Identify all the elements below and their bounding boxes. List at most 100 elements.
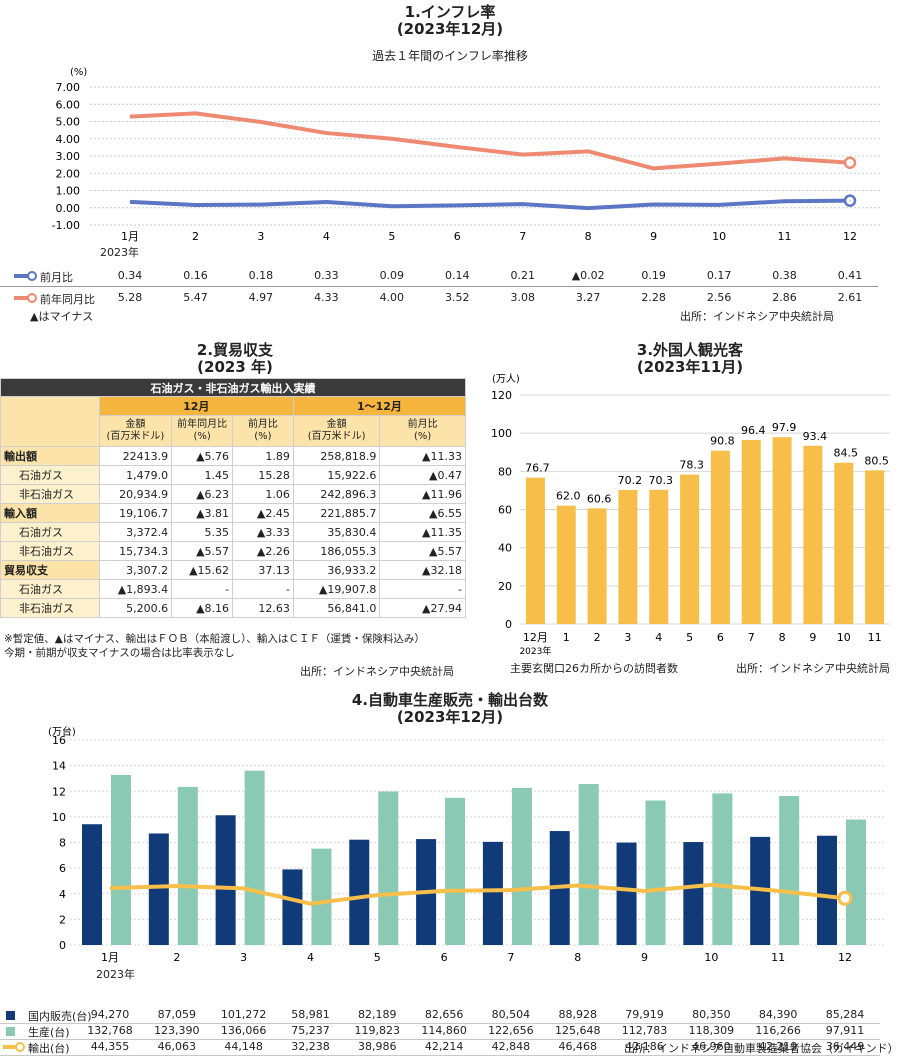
trade-note-1: ※暫定値、▲はマイナス、輸出はＦＯＢ（本船渡し）、輸入はＣＩＦ（運賃・保険料込み…	[4, 633, 425, 645]
auto-value-cell: 114,860	[421, 1024, 467, 1037]
auto-value-cell: 101,272	[220, 1008, 267, 1021]
auto-bar-0	[817, 835, 837, 945]
tourist-data-label: 97.9	[772, 421, 797, 434]
table-row: 非石油ガス 20,934.9 ▲6.23 1.06 242,896.3 ▲11.96	[0, 484, 466, 504]
inflation-point	[718, 163, 720, 165]
inflation-value-cell: 5.28	[117, 291, 143, 304]
inflation-series-line-0	[129, 198, 851, 211]
inflation-xtick-label: 4	[323, 230, 330, 243]
inflation-value-cell: 2.86	[772, 291, 797, 304]
tourist-data-label: 60.6	[587, 492, 612, 505]
trade-cell: 56,841.0	[292, 598, 381, 618]
inflation-ytick-label: 6.00	[56, 98, 81, 111]
auto-value-cell: 44,355	[90, 1040, 130, 1053]
inflation-value-cell: 0.33	[314, 269, 339, 282]
tourist-data-label: 70.2	[618, 474, 643, 487]
inflation-xtick-label: 7	[519, 230, 526, 243]
inflation-point	[456, 204, 458, 206]
tourist-data-label: 84.5	[834, 447, 859, 460]
trade-column-header: 前月比 (%)	[379, 415, 466, 447]
tourist-unit-label: (万人)	[492, 373, 520, 385]
legend-swatch-icon	[3, 1042, 25, 1052]
tourist-bar	[618, 490, 638, 624]
trade-cell: ▲1,893.4	[98, 579, 173, 599]
inflation-ytick-label: 5.00	[56, 116, 81, 129]
legend-swatch-marker	[15, 1042, 25, 1052]
auto-value-cell: 46,468	[558, 1040, 597, 1053]
auto-value-cell: 94,270	[90, 1008, 130, 1021]
trade-row-label: 非石油ガス	[0, 541, 100, 561]
auto-xtick-label: 10	[704, 951, 718, 964]
inflation-point	[129, 201, 131, 203]
auto-ytick-label: 4	[59, 888, 66, 901]
tourist-data-label: 90.8	[710, 435, 735, 448]
auto-value-cell: 38,986	[358, 1040, 397, 1053]
inflation-xtick-label: 8	[585, 230, 592, 243]
inflation-point	[784, 157, 786, 159]
trade-cell: 36,933.2	[292, 560, 381, 580]
trade-cell: ▲0.47	[379, 465, 466, 485]
inflation-source: 出所：インドネシア中央統計局	[680, 310, 834, 323]
trade-row-label: 石油ガス	[0, 522, 100, 542]
tourist-xtick-label: 11	[868, 631, 882, 644]
legend-swatch-box	[6, 1011, 15, 1020]
legend-swatch-icon	[14, 271, 37, 281]
section3-heading: 3.外国人観光客	[636, 341, 744, 359]
auto-value-cell: 119,823	[354, 1024, 401, 1037]
inflation-point	[260, 204, 262, 206]
auto-value-cell: 42,848	[491, 1040, 531, 1053]
tourist-bar	[772, 437, 792, 624]
trade-cell: ▲8.16	[171, 598, 234, 618]
auto-ytick-label: 14	[52, 760, 66, 773]
tourist-ytick-label: 20	[498, 580, 512, 593]
auto-bar-0	[482, 841, 503, 945]
inflation-point	[784, 200, 786, 202]
trade-balance-table: 石油ガス・非石油ガス輸出入実績 12月 1～12月 金額 (百万米ドル) 前年同月…	[0, 378, 467, 618]
tourist-source: 出所：インドネシア中央統計局	[736, 662, 890, 675]
auto-legend-divider	[0, 1039, 880, 1040]
tourist-xtick-label: 9	[809, 631, 816, 644]
trade-cell: 5.35	[171, 522, 234, 542]
inflation-legend-row: 前月比 0.34 0.16 0.18 0.33 0.09 0.14 0.21 ▲0.02 0.19…	[0, 268, 900, 286]
inflation-value-cell: 3.08	[510, 291, 535, 304]
inflation-value-cell: 0.19	[641, 269, 666, 282]
inflation-line-chart: (%) 7.00 6.00 5.00 4.00 3.00 2.00 1.00 0.00 -1.00…	[52, 67, 880, 243]
auto-value-cell: 88,928	[558, 1008, 597, 1021]
inflation-legend-name: 前月比	[40, 271, 73, 284]
tourist-ytick-label: 80	[498, 465, 512, 478]
trade-row-label: 輸出額	[0, 446, 100, 466]
inflation-xtick-label: 5	[388, 230, 395, 243]
tourist-bar	[587, 508, 607, 624]
trade-cell: 22413.9	[98, 446, 173, 466]
auto-value-cell: 132,768	[87, 1024, 133, 1037]
trade-cell: ▲32.18	[379, 560, 466, 580]
auto-bar-1	[846, 819, 866, 945]
auto-source: 出所：インドネシア自動車製造業者協会（ガイキンド）	[624, 1042, 899, 1055]
trade-cell: ▲5.76	[171, 446, 234, 466]
inflation-point	[325, 132, 327, 134]
auto-bar-1	[445, 797, 466, 945]
auto-bar-1	[111, 774, 131, 945]
trade-cell: ▲11.33	[379, 446, 466, 466]
tourist-ytick-label: 100	[491, 427, 512, 440]
tourist-bar	[865, 470, 885, 624]
auto-bar-0	[683, 842, 704, 945]
inflation-value-cell: 3.27	[575, 291, 601, 304]
auto-xtick-label: 2	[173, 951, 180, 964]
auto-ytick-label: 16	[52, 734, 66, 747]
tourist-bar-chart: (万人) 120 100 80 60 40 20 0 76.7 12月 62.0 1 60.6 2 70.2…	[491, 373, 890, 657]
tourist-xtick-label: 3	[624, 631, 631, 644]
inflation-point	[587, 207, 589, 209]
auto-value-cell: 32,238	[291, 1040, 330, 1053]
auto-bar-0	[616, 842, 637, 945]
auto-value-cell: 82,189	[358, 1008, 397, 1021]
auto-bar-0	[215, 815, 236, 945]
inflation-ytick-label: 7.00	[56, 81, 81, 94]
inflation-value-cell: 0.09	[379, 269, 405, 282]
tourist-data-label: 70.3	[649, 474, 674, 487]
inflation-xtick-label: 6	[454, 230, 461, 243]
table-row: 石油ガス 3,372.4 5.35 ▲3.33 35,830.4 ▲11.35	[0, 522, 466, 542]
section2-heading: 2.貿易収支	[196, 341, 274, 359]
section4-title: 4.自動車生産販売・輸出台数 (2023年12月)	[0, 692, 900, 726]
auto-ytick-label: 8	[59, 837, 66, 850]
